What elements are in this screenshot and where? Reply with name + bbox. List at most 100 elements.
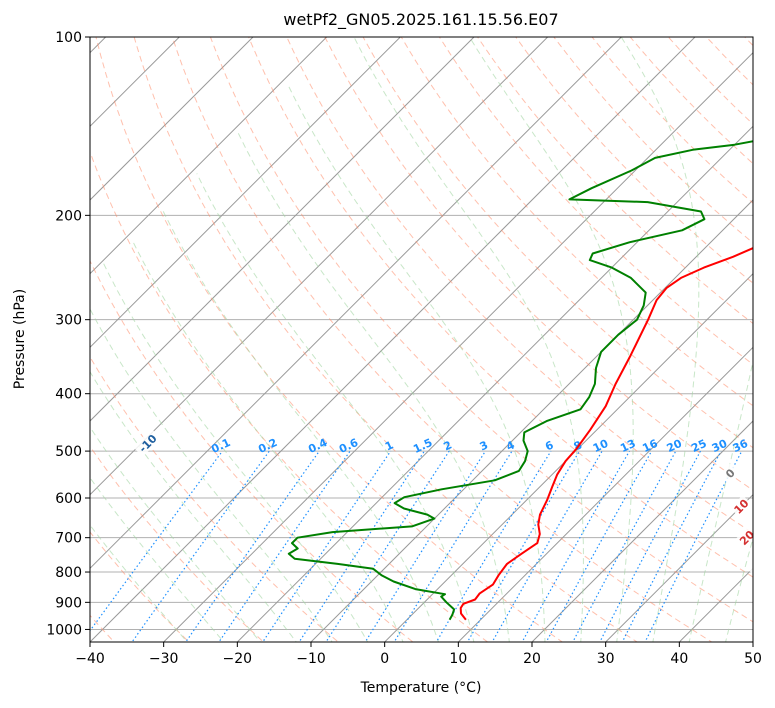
mixing-ratio-label: 0.4 [306, 436, 329, 456]
mixing-ratio-line [262, 450, 392, 642]
isotherm-line [90, 37, 181, 128]
isotherm-line [90, 37, 328, 275]
dry-adiabat-line [324, 37, 753, 491]
moist-adiabat-line [353, 37, 584, 642]
y-tick-label: 100 [55, 30, 82, 46]
dry-adiabat-line [667, 37, 753, 125]
moist-adiabat-line [161, 208, 440, 642]
dewpoint-profile [287, 140, 753, 621]
dry-adiabat-line [90, 445, 265, 642]
mixing-ratio-line [466, 450, 580, 642]
moist-adiabat-line [102, 262, 369, 642]
moist-adiabat-line [90, 426, 261, 642]
x-tick-label: −30 [149, 651, 179, 667]
dry-adiabat-line [362, 37, 753, 449]
mixing-ratio-label: 25 [689, 437, 708, 455]
mixing-ratio-label: 0.1 [209, 436, 232, 456]
mixing-ratio-label: 0.6 [337, 436, 360, 456]
dry-adiabat-line [743, 37, 753, 47]
dry-adiabat-line [438, 37, 753, 366]
dry-adiabat-line [90, 259, 414, 642]
y-axis-label: Pressure (hPa) [12, 289, 28, 389]
mixing-ratio-line [131, 450, 270, 642]
moist-adiabat-line [90, 370, 297, 642]
isotherm-line [90, 37, 696, 642]
isotherm-line [90, 37, 402, 349]
y-tick-label: 700 [55, 531, 82, 547]
dry-adiabat-line [515, 37, 753, 284]
mixing-ratio-line [218, 450, 351, 642]
isotherm-line [236, 125, 753, 642]
mixing-ratio-line [393, 450, 513, 642]
y-tick-label: 1000 [46, 622, 82, 638]
x-tick-label: 20 [523, 651, 541, 667]
dry-adiabat-line [133, 37, 638, 642]
label-background [0, 364, 5, 392]
dry-adiabat-label: -30 [0, 368, 4, 391]
mixing-ratio-label: 36 [731, 437, 751, 455]
isotherm-line [383, 272, 753, 642]
plot-frame [89, 36, 754, 643]
label-background [735, 526, 753, 549]
moist-adiabat-label: 20 [737, 528, 757, 548]
moist-adiabat-line [90, 476, 225, 642]
mixing-ratio-label: 20 [665, 437, 685, 455]
mixing-ratio-label: 16 [640, 437, 660, 455]
mixing-ratio-line [599, 450, 702, 642]
y-tick-label: 500 [55, 444, 82, 460]
mixing-ratio-line [572, 450, 677, 642]
isotherm-line [90, 37, 549, 496]
x-tick-label: 10 [449, 651, 467, 667]
moist-adiabat-label: 40 [765, 588, 775, 608]
dry-adiabat-line [770, 24, 775, 654]
mixing-ratio-label: 30 [710, 437, 730, 455]
label-background [729, 495, 752, 518]
dry-adiabat-line [553, 37, 753, 244]
mixing-ratio-line [325, 450, 450, 642]
chart-title: wetPf2_GN05.2025.161.15.56.E07 [283, 10, 558, 30]
dry-adiabat-line [705, 37, 753, 86]
label-background [718, 461, 741, 484]
dry-adiabat-line [591, 37, 753, 204]
isotherm-line [90, 37, 475, 422]
moist-adiabat-line [725, 536, 753, 642]
mixing-ratio-label: 10 [591, 437, 611, 455]
x-axis-label: Temperature (°C) [360, 680, 482, 696]
y-tick-label: 600 [55, 491, 82, 507]
line-labels: 0.10.20.40.611.52346810131620253036-100-… [0, 364, 775, 609]
isotherm-line [90, 37, 254, 201]
mixing-ratio-label: 1.5 [411, 436, 434, 456]
label-background [132, 428, 162, 457]
dry-adiabat-line [90, 531, 190, 642]
mixing-ratio-line [491, 450, 603, 642]
moist-adiabat-line [237, 132, 510, 642]
isotherm-line [457, 346, 753, 642]
dry-adiabat-line [286, 37, 753, 534]
mixing-ratio-line [364, 450, 486, 642]
x-tick-label: −10 [296, 651, 326, 667]
moist-adiabat-line [688, 358, 753, 642]
x-tick-label: −40 [75, 651, 105, 667]
moist-adiabat-line [469, 37, 634, 642]
isotherm-line [752, 641, 753, 642]
profiles [287, 140, 753, 621]
moist-adiabat-label: 30 [750, 559, 770, 579]
label-background [764, 587, 775, 609]
moist-adiabat-line [196, 173, 475, 642]
isotherm-line [604, 493, 753, 642]
y-tick-label: 800 [55, 565, 82, 581]
mixing-ratio-line [435, 450, 552, 642]
mixing-ratio-line [298, 450, 425, 642]
background-lines [90, 24, 775, 654]
dry-adiabat-line [95, 37, 564, 642]
x-tick-label: 30 [597, 651, 615, 667]
x-tick-label: −20 [223, 651, 253, 667]
isotherm-line [531, 420, 753, 642]
mixing-ratio-label: 13 [618, 437, 637, 455]
y-tick-label: 200 [55, 208, 82, 224]
dry-adiabat-label: -20 [56, 401, 79, 424]
dry-adiabat-line [400, 37, 753, 407]
temperature-profile [459, 247, 753, 621]
y-tick-label: 400 [55, 387, 82, 403]
